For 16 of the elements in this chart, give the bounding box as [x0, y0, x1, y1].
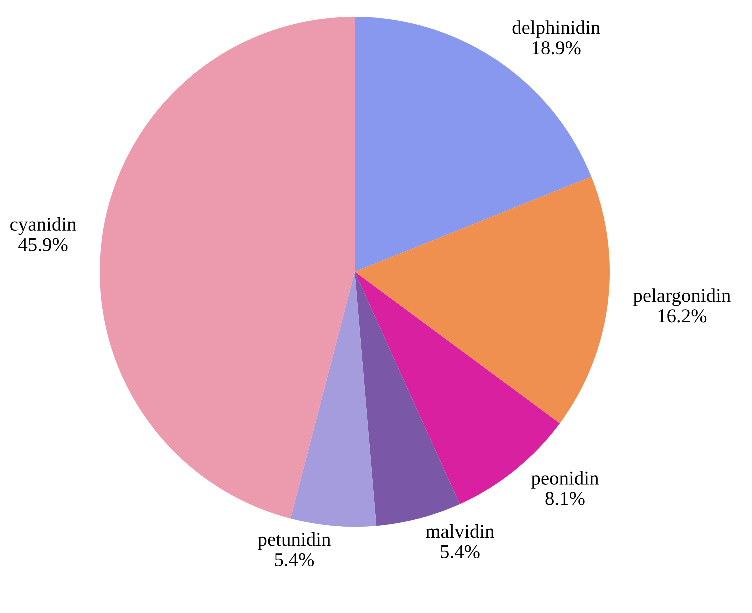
data-label: 8.1% — [546, 492, 585, 506]
data-label: 5.4% — [441, 545, 480, 559]
pie-slice — [355, 176, 610, 424]
data-label: 45.9% — [18, 238, 68, 252]
slice-label: malvidin — [426, 524, 495, 538]
slice-label: peonidin — [532, 471, 599, 489]
slice-label: cyanidin — [10, 217, 76, 236]
pie-slice — [100, 17, 355, 519]
data-label: 5.4% — [275, 553, 314, 567]
pie-slice — [355, 272, 460, 526]
data-label: 18.9% — [532, 42, 581, 55]
data-label: 16.2% — [658, 310, 707, 323]
slice-label: petunidin — [258, 532, 331, 550]
slice-label: pelargonidin — [634, 288, 731, 306]
pie-slice — [290, 272, 377, 527]
slice-label: delphinidin — [512, 20, 600, 38]
